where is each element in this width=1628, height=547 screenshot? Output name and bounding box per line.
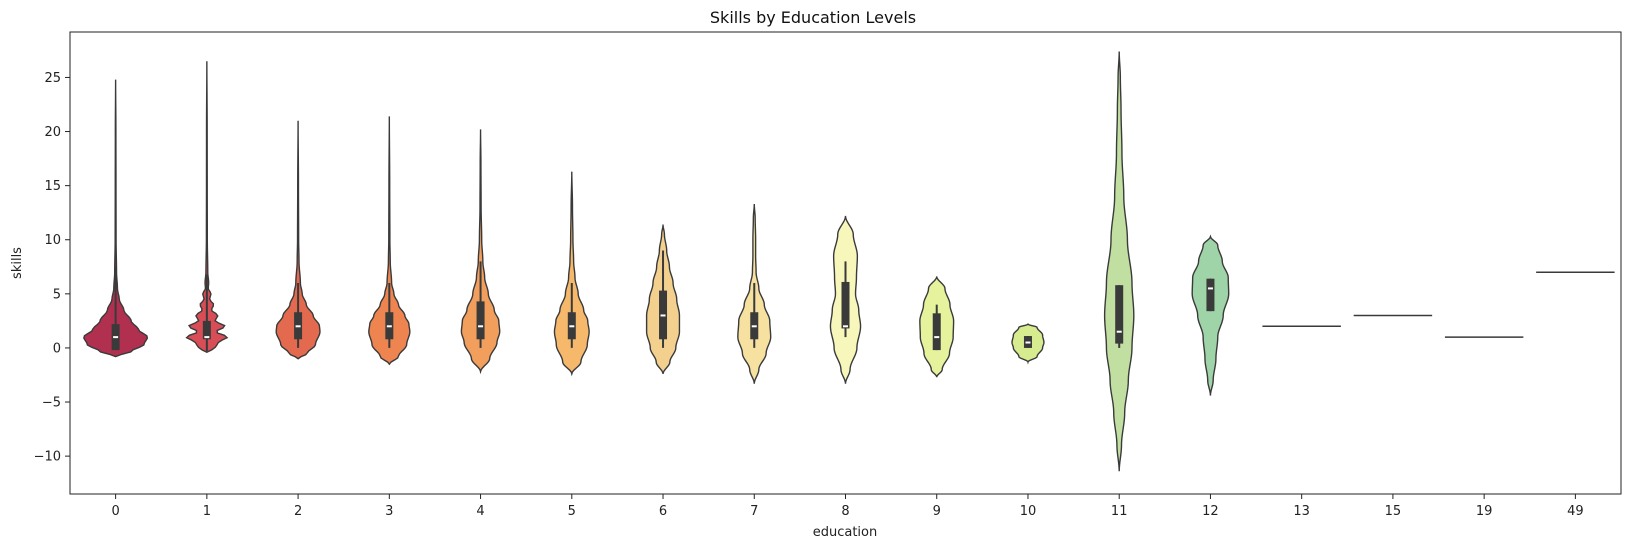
violin-iqr-box xyxy=(841,281,850,329)
violin-body xyxy=(553,171,590,377)
x-tick-label: 10 xyxy=(1020,504,1037,519)
x-axis: 0 1 2 3 4 5 6 7 8 9 10 11 12 13 15 19 49 xyxy=(111,494,1584,519)
y-tick-label: −10 xyxy=(34,450,61,465)
violin-5 xyxy=(553,171,590,377)
x-tick-label: 12 xyxy=(1202,504,1219,519)
y-axis: −10 −5 0 5 10 15 20 25 xyxy=(34,71,70,465)
x-tick-label: 4 xyxy=(476,504,484,519)
violin-iqr-box xyxy=(932,313,941,351)
x-tick-label: 49 xyxy=(1567,504,1584,519)
violin-0 xyxy=(83,79,149,358)
y-tick-label: 15 xyxy=(44,179,61,194)
y-axis-label: skills xyxy=(10,247,25,279)
violin-9 xyxy=(919,276,955,378)
violin-8 xyxy=(829,215,862,384)
plot-area xyxy=(83,51,1615,472)
violin-2 xyxy=(275,120,321,360)
violin-body xyxy=(185,61,229,354)
x-axis-label: education xyxy=(813,525,878,540)
y-tick-label: 5 xyxy=(53,287,61,302)
chart-title: Skills by Education Levels xyxy=(710,8,916,27)
x-tick-label: 5 xyxy=(568,504,576,519)
violin-12 xyxy=(1191,234,1230,396)
violin-iqr-box xyxy=(1115,285,1124,344)
y-tick-label: 25 xyxy=(44,71,61,86)
violin-body xyxy=(368,116,411,366)
violin-11 xyxy=(1103,51,1135,472)
x-tick-label: 1 xyxy=(203,504,211,519)
x-tick-label: 8 xyxy=(841,504,849,519)
x-tick-label: 7 xyxy=(750,504,758,519)
violin-body xyxy=(1191,234,1230,396)
x-tick-label: 3 xyxy=(385,504,393,519)
violin-7 xyxy=(737,204,772,384)
x-tick-label: 11 xyxy=(1111,504,1128,519)
violin-iqr-box xyxy=(202,320,211,340)
x-tick-label: 15 xyxy=(1385,504,1402,519)
y-tick-label: 0 xyxy=(53,341,61,356)
violin-10 xyxy=(1011,322,1045,365)
x-tick-label: 2 xyxy=(294,504,302,519)
violin-body xyxy=(83,79,149,358)
x-tick-label: 9 xyxy=(933,504,941,519)
violin-body xyxy=(460,129,501,375)
x-tick-label: 6 xyxy=(659,504,667,519)
x-tick-label: 0 xyxy=(111,504,119,519)
y-tick-label: −5 xyxy=(42,396,61,411)
y-tick-label: 20 xyxy=(44,125,61,140)
violin-1 xyxy=(185,61,229,354)
x-tick-label: 13 xyxy=(1293,504,1310,519)
x-tick-label: 19 xyxy=(1476,504,1493,519)
violin-body xyxy=(1103,51,1135,472)
violin-4 xyxy=(460,129,501,375)
violin-body xyxy=(275,120,321,360)
violin-3 xyxy=(368,116,411,366)
violin-iqr-box xyxy=(476,301,485,340)
violin-iqr-box xyxy=(1206,278,1215,312)
violin-6 xyxy=(645,224,681,375)
y-tick-label: 10 xyxy=(44,233,61,248)
